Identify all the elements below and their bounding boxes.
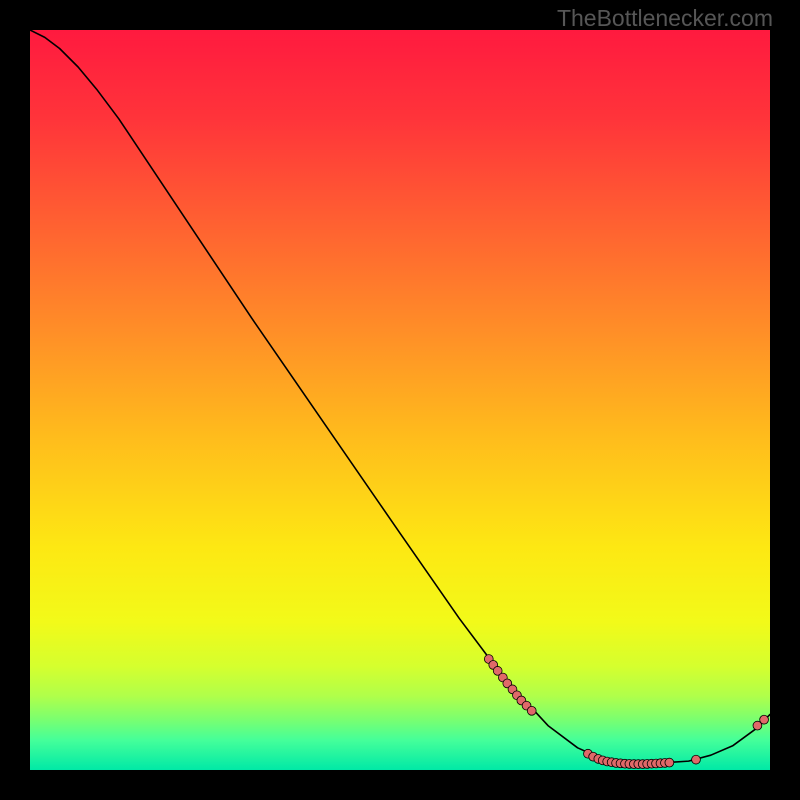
data-marker [527, 706, 536, 715]
data-marker [665, 758, 674, 767]
gradient-background [30, 30, 770, 770]
chart-frame: TheBottlenecker.com [0, 0, 800, 800]
watermark-text: TheBottlenecker.com [557, 5, 773, 32]
data-marker [692, 755, 701, 764]
bottleneck-chart [0, 0, 800, 800]
data-marker [760, 715, 769, 724]
